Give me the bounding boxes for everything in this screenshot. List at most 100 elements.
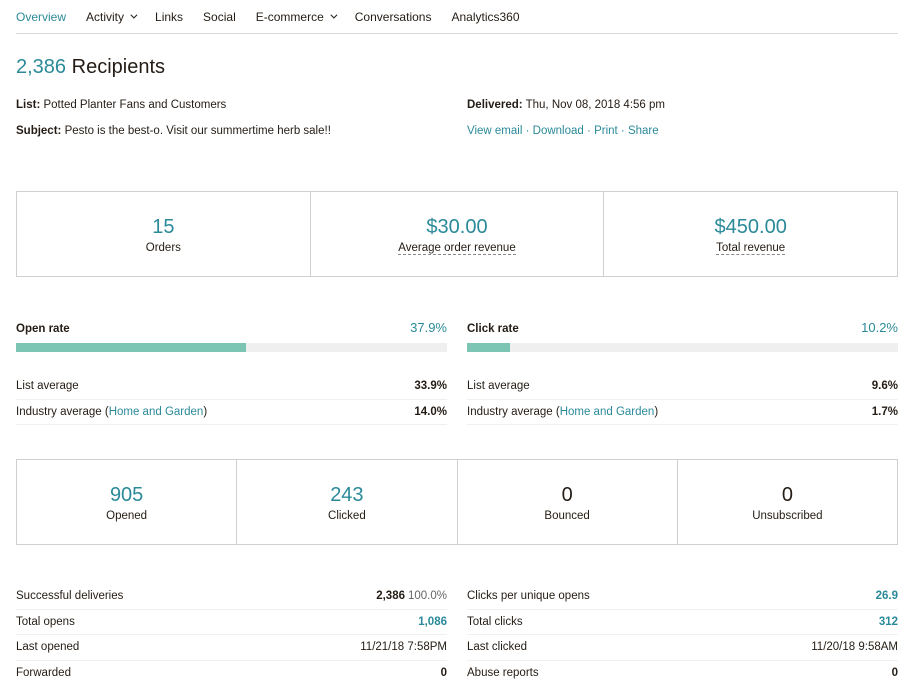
- tab-links-label: Links: [155, 9, 184, 24]
- unsubscribed-value: 0: [781, 483, 793, 506]
- tab-overview[interactable]: Overview: [16, 10, 66, 24]
- list-average-value: 9.6%: [871, 380, 898, 393]
- successful-deliveries-row: Successful deliveries 2,386 100.0%: [16, 584, 447, 610]
- tab-activity-label: Activity: [86, 9, 125, 24]
- detail-label: Abuse reports: [467, 666, 539, 679]
- opened-label: Opened: [106, 509, 148, 522]
- download-link[interactable]: Download: [532, 125, 584, 137]
- tab-analytics360[interactable]: Analytics360: [451, 10, 519, 24]
- clicked-value: 243: [330, 483, 364, 506]
- tab-overview-label: Overview: [16, 9, 67, 24]
- industry-link[interactable]: Home and Garden: [108, 405, 204, 418]
- industry-prefix: Industry average (: [16, 405, 109, 418]
- detail-label: Total clicks: [467, 615, 523, 628]
- engagement-stats: 905 Opened 243 Clicked 0 Bounced 0 Unsub…: [16, 459, 898, 545]
- list-value: Potted Planter Fans and Customers: [43, 99, 227, 111]
- clicked-label: Clicked: [328, 509, 366, 522]
- detail-value: 26.9: [875, 590, 898, 603]
- industry-average-value: 1.7%: [871, 405, 898, 418]
- chevron-down-icon: [130, 11, 138, 19]
- open-rate-block: Open rate 37.9% List average 33.9% Indus…: [16, 320, 447, 425]
- tab-analytics360-label: Analytics360: [451, 9, 520, 24]
- industry-link[interactable]: Home and Garden: [559, 405, 655, 418]
- detail-value: 11/20/18 9:58AM: [811, 641, 898, 654]
- list-average-label: List average: [467, 380, 530, 393]
- list-average-value: 33.9%: [414, 380, 447, 393]
- orders-label: Orders: [145, 241, 181, 254]
- click-rate-value: 10.2%: [861, 320, 898, 335]
- open-industry-average-row: Industry average (Home and Garden) 14.0%: [16, 400, 447, 425]
- delivered-label: Delivered:: [467, 99, 523, 111]
- chevron-down-icon: [330, 11, 338, 19]
- click-rate-bar-fill: [467, 343, 510, 352]
- view-email-link[interactable]: View email: [467, 125, 523, 137]
- industry-suffix: ): [203, 405, 208, 418]
- details-right: Clicks per unique opens 26.9 Total click…: [467, 584, 898, 682]
- delivered-value: Thu, Nov 08, 2018 4:56 pm: [525, 99, 665, 111]
- click-list-average-row: List average 9.6%: [467, 374, 898, 400]
- bounced-stat: 0 Bounced: [458, 460, 678, 544]
- total-revenue-value: $450.00: [714, 215, 787, 238]
- details-left: Successful deliveries 2,386 100.0% Total …: [16, 584, 447, 682]
- detail-label: Last opened: [16, 641, 80, 654]
- detail-percent: 100.0%: [407, 590, 447, 603]
- detail-value: 0: [891, 666, 898, 679]
- click-rate-bar: [467, 343, 898, 352]
- last-clicked-row: Last clicked 11/20/18 9:58AM: [467, 635, 898, 661]
- list-average-label: List average: [16, 380, 79, 393]
- detail-value[interactable]: 1,086: [418, 615, 447, 628]
- separator: ·: [620, 125, 625, 137]
- email-actions: View email · Download · Print · Share: [467, 125, 659, 137]
- detail-value[interactable]: 312: [878, 615, 898, 628]
- detail-label: Total opens: [16, 615, 75, 628]
- list-label: List:: [16, 99, 41, 111]
- orders-value: 15: [152, 215, 175, 238]
- page-title: 2,386 Recipients: [16, 56, 165, 79]
- detail-label: Clicks per unique opens: [467, 590, 590, 603]
- detail-value: 11/21/18 7:58PM: [360, 641, 447, 654]
- recipient-count: 2,386: [16, 56, 67, 78]
- total-revenue-label[interactable]: Total revenue: [716, 241, 786, 255]
- tab-conversations[interactable]: Conversations: [355, 10, 432, 24]
- ecommerce-stats: 15 Orders $30.00 Average order revenue $…: [16, 191, 898, 277]
- tab-conversations-label: Conversations: [354, 9, 432, 24]
- subject-label: Subject:: [16, 125, 62, 137]
- detail-value: 0: [440, 666, 447, 679]
- tab-social-label: Social: [203, 9, 236, 24]
- avg-order-revenue-label[interactable]: Average order revenue: [398, 241, 516, 255]
- industry-average-label: Industry average (Home and Garden): [16, 406, 207, 418]
- opened-value: 905: [109, 483, 144, 506]
- tab-links[interactable]: Links: [155, 10, 183, 24]
- detail-label: Successful deliveries: [16, 590, 124, 603]
- bounced-value: 0: [561, 483, 573, 506]
- industry-average-label: Industry average (Home and Garden): [467, 406, 658, 418]
- abuse-reports-row: Abuse reports 0: [467, 661, 898, 682]
- tab-activity[interactable]: Activity: [86, 9, 138, 24]
- print-link[interactable]: Print: [594, 125, 618, 137]
- orders-stat: 15 Orders: [17, 192, 311, 276]
- click-rate-block: Click rate 10.2% List average 9.6% Indus…: [467, 320, 898, 425]
- opened-stat[interactable]: 905 Opened: [17, 460, 238, 544]
- open-rate-bar-fill: [16, 343, 247, 352]
- bounced-label: Bounced: [544, 509, 590, 522]
- subject-value: Pesto is the best-o. Visit our summertim…: [64, 125, 331, 137]
- delivered-info: Delivered: Thu, Nov 08, 2018 4:56 pm: [467, 99, 665, 111]
- list-info: List: Potted Planter Fans and Customers: [16, 99, 226, 111]
- subject-info: Subject: Pesto is the best-o. Visit our …: [16, 125, 331, 137]
- unsubscribed-label: Unsubscribed: [752, 509, 823, 522]
- last-opened-row: Last opened 11/21/18 7:58PM: [16, 635, 447, 661]
- total-clicks-row: Total clicks 312: [467, 610, 898, 635]
- open-rate-bar: [16, 343, 447, 352]
- separator: ·: [525, 125, 530, 137]
- detail-label: Last clicked: [467, 641, 528, 654]
- industry-average-value: 14.0%: [414, 405, 447, 418]
- total-opens-row: Total opens 1,086: [16, 610, 447, 635]
- clicked-stat[interactable]: 243 Clicked: [237, 460, 458, 544]
- unsubscribed-stat: 0 Unsubscribed: [678, 460, 897, 544]
- tab-social[interactable]: Social: [203, 10, 236, 24]
- tab-ecommerce[interactable]: E-commerce: [255, 9, 338, 24]
- share-link[interactable]: Share: [627, 125, 659, 137]
- tab-ecommerce-label: E-commerce: [255, 9, 324, 24]
- click-industry-average-row: Industry average (Home and Garden) 1.7%: [467, 400, 898, 425]
- separator: ·: [587, 125, 591, 137]
